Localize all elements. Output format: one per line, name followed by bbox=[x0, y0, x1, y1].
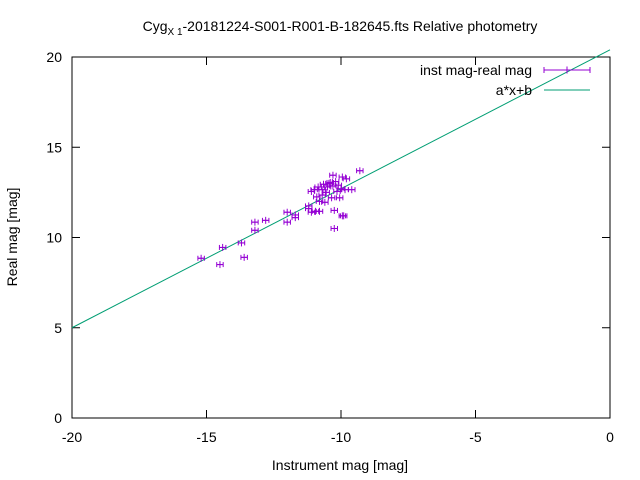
y-tick-label: 15 bbox=[46, 139, 62, 155]
data-point bbox=[337, 185, 345, 193]
y-axis-label: Real mag [mag] bbox=[4, 188, 20, 287]
data-point bbox=[334, 181, 343, 189]
data-point bbox=[283, 208, 291, 216]
y-axis: 0 5 10 15 20 bbox=[46, 49, 610, 426]
data-point bbox=[240, 253, 248, 261]
data-point bbox=[338, 173, 347, 181]
data-point bbox=[322, 188, 330, 196]
legend-swatch-points bbox=[543, 66, 591, 74]
data-point bbox=[261, 216, 270, 224]
data-point bbox=[330, 224, 339, 232]
data-point bbox=[356, 167, 364, 175]
data-point bbox=[304, 202, 313, 210]
chart-title: CygX 1-20181224-S001-R001-B-182645.fts R… bbox=[143, 18, 538, 38]
y-tick-label: 10 bbox=[46, 230, 62, 246]
x-axis: -20 -15 -10 -5 0 bbox=[62, 57, 614, 445]
plot-frame bbox=[71, 56, 611, 419]
x-tick-label: -10 bbox=[331, 429, 351, 445]
data-point bbox=[330, 206, 339, 214]
x-axis-label: Instrument mag [mag] bbox=[272, 457, 408, 473]
data-point bbox=[327, 194, 336, 202]
data-point bbox=[216, 261, 224, 269]
chart-title-suffix: -20181224-S001-R001-B-182645.fts Relativ… bbox=[183, 18, 538, 34]
data-point bbox=[251, 218, 259, 226]
x-tick-label: 0 bbox=[606, 429, 614, 445]
x-tick-label: -5 bbox=[469, 429, 482, 445]
data-point bbox=[307, 208, 316, 216]
data-points-series bbox=[197, 167, 364, 269]
chart-title-subscript: X 1 bbox=[168, 27, 183, 38]
x-tick-label: -15 bbox=[196, 429, 216, 445]
legend-label-fit: a*x+b bbox=[496, 82, 532, 98]
data-point bbox=[341, 186, 349, 194]
data-point bbox=[318, 191, 326, 199]
data-point bbox=[310, 186, 318, 194]
y-tick-label: 0 bbox=[54, 410, 62, 426]
data-point bbox=[314, 183, 322, 191]
chart-title-prefix: Cyg bbox=[143, 18, 168, 34]
data-point bbox=[321, 198, 329, 206]
data-point bbox=[348, 186, 356, 194]
data-point bbox=[197, 254, 205, 262]
legend: inst mag-real mag a*x+b bbox=[420, 62, 591, 98]
data-point bbox=[333, 187, 341, 195]
data-point bbox=[342, 175, 351, 183]
data-point bbox=[237, 239, 246, 247]
data-point bbox=[331, 178, 340, 186]
data-point bbox=[318, 186, 326, 194]
data-point bbox=[291, 211, 299, 219]
x-tick-label: -20 bbox=[62, 429, 82, 445]
y-tick-label: 20 bbox=[46, 49, 62, 65]
y-tick-label: 5 bbox=[54, 320, 62, 336]
data-point bbox=[251, 226, 259, 234]
data-point bbox=[329, 171, 337, 179]
data-point bbox=[283, 218, 291, 226]
data-point bbox=[335, 194, 344, 202]
data-point bbox=[339, 212, 348, 220]
data-point bbox=[315, 207, 324, 215]
data-point bbox=[218, 243, 227, 251]
legend-label-points: inst mag-real mag bbox=[420, 62, 532, 78]
